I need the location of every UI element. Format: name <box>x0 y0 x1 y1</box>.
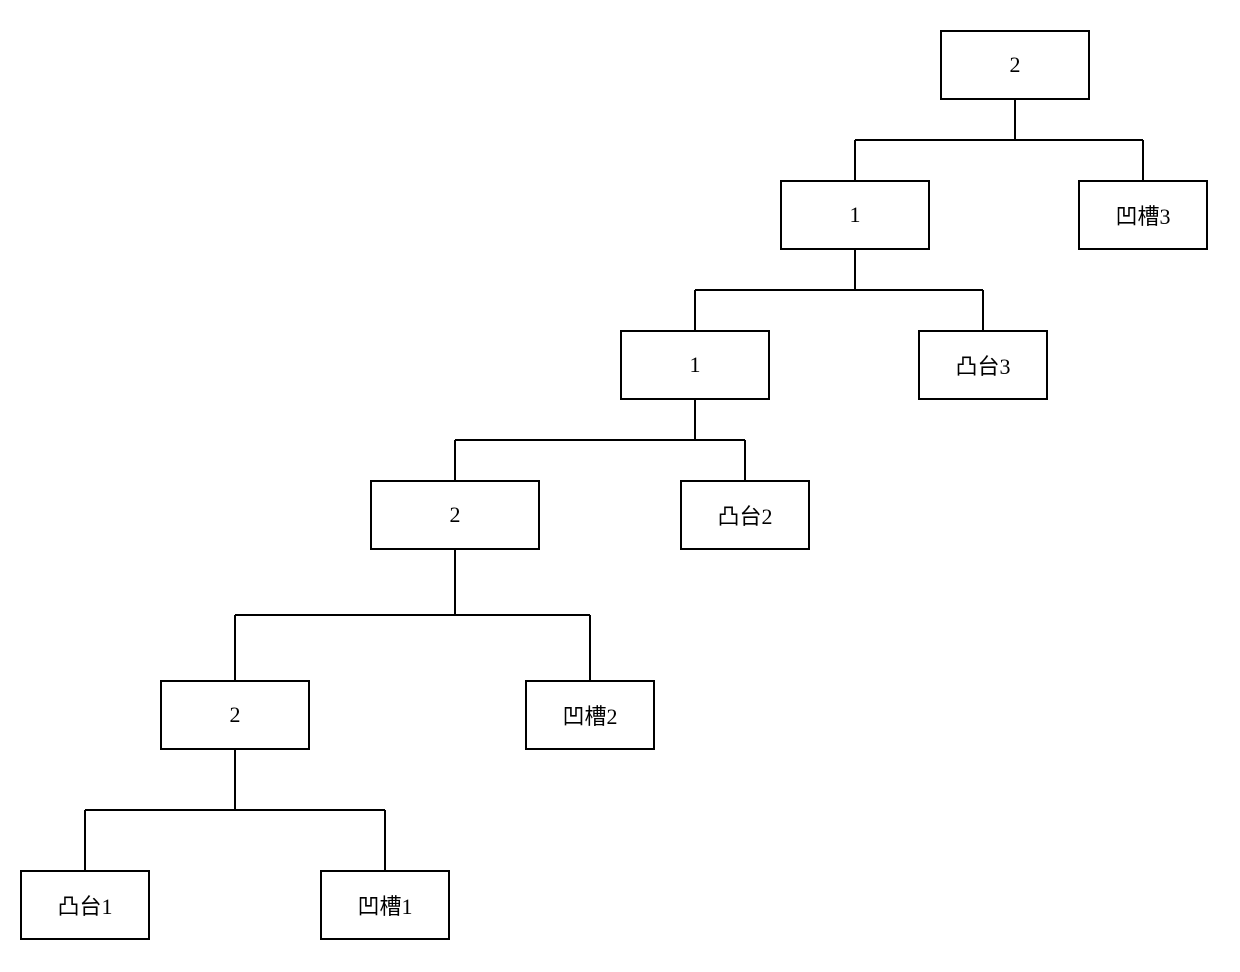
tree-node-label: 凸台1 <box>57 889 112 921</box>
tree-node-label: 凹槽3 <box>1115 199 1170 231</box>
tree-node-root: 2 <box>940 30 1090 100</box>
tree-node-n1b: 1 <box>620 330 770 400</box>
tree-node-label: 1 <box>850 202 861 228</box>
tree-node-label: 2 <box>450 502 461 528</box>
tree-node-n2b: 2 <box>160 680 310 750</box>
tree-node-label: 1 <box>690 352 701 378</box>
tree-node-aocao1: 凹槽1 <box>320 870 450 940</box>
tree-node-label: 2 <box>1010 52 1021 78</box>
tree-node-aocao2: 凹槽2 <box>525 680 655 750</box>
tree-node-aocao3: 凹槽3 <box>1078 180 1208 250</box>
tree-node-n2a: 2 <box>370 480 540 550</box>
tree-node-label: 凹槽2 <box>562 699 617 731</box>
tree-node-label: 凸台2 <box>717 499 772 531</box>
tree-node-tutai1: 凸台1 <box>20 870 150 940</box>
tree-node-label: 2 <box>230 702 241 728</box>
tree-node-label: 凸台3 <box>955 349 1010 381</box>
tree-node-tutai2: 凸台2 <box>680 480 810 550</box>
tree-node-n1a: 1 <box>780 180 930 250</box>
tree-edges <box>0 0 1240 972</box>
tree-node-label: 凹槽1 <box>357 889 412 921</box>
tree-node-tutai3: 凸台3 <box>918 330 1048 400</box>
